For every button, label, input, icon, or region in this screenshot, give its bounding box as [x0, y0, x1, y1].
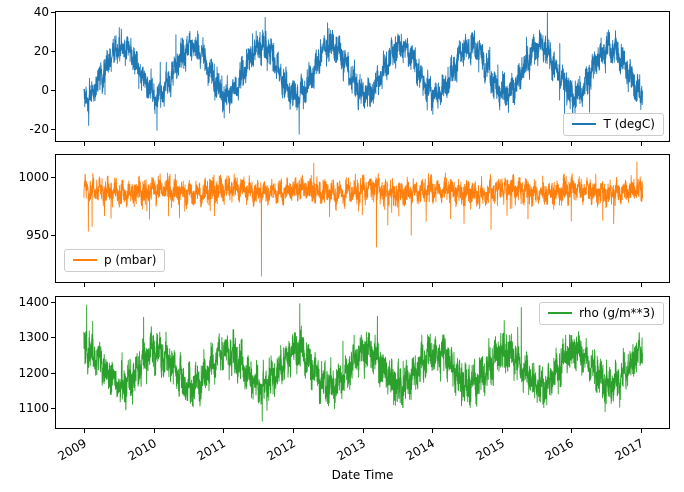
y-tick-label: 0: [41, 83, 49, 98]
y-tick-label: 1100: [18, 400, 49, 415]
legend-temperature: T (degC): [563, 113, 664, 136]
y-tick-label: 1000: [18, 170, 49, 185]
legend-label-pressure: p (mbar): [104, 253, 157, 267]
y-tick-mark: [51, 12, 55, 13]
y-tick-mark: [51, 129, 55, 131]
legend-line-icon: [572, 123, 597, 125]
x-tick-mark: [362, 283, 364, 287]
x-tick-mark: [571, 142, 573, 146]
x-tick-mark: [83, 142, 85, 146]
x-tick-label: 2011: [194, 436, 229, 464]
x-tick-mark: [432, 142, 434, 146]
x-tick-mark: [292, 142, 294, 146]
legend-line-icon: [73, 259, 97, 261]
x-tick-label: 2014: [403, 436, 438, 464]
x-tick-mark: [362, 429, 364, 433]
subplot-pressure: p (mbar): [55, 154, 670, 283]
y-tick-mark: [51, 372, 55, 374]
subplot-density: rho (g/m**3): [55, 296, 670, 429]
y-tick-mark: [51, 407, 55, 409]
x-tick-mark: [153, 142, 155, 146]
legend-line-icon: [548, 312, 573, 314]
y-tick-mark: [51, 235, 55, 237]
y-tick-mark: [51, 302, 55, 304]
y-tick-label: -20: [29, 122, 49, 137]
x-tick-mark: [501, 283, 503, 287]
x-tick-label: 2013: [334, 436, 368, 464]
legend-label-density: rho (g/m**3): [579, 306, 655, 320]
x-tick-label: 2017: [612, 436, 647, 464]
x-tick-mark: [223, 429, 225, 433]
x-tick-mark: [153, 429, 155, 433]
y-tick-mark: [51, 90, 55, 92]
x-tick-mark: [501, 142, 503, 146]
y-tick-label: 1400: [18, 295, 49, 310]
x-tick-mark: [362, 142, 364, 146]
y-tick-label: 20: [33, 44, 49, 59]
x-tick-label: 2012: [264, 436, 298, 464]
x-tick-label: 2010: [125, 436, 159, 464]
x-tick-label: 2016: [543, 436, 577, 464]
x-tick-mark: [153, 283, 155, 287]
y-tick-label: 40: [33, 5, 49, 19]
x-tick-mark: [571, 429, 573, 433]
x-tick-mark: [83, 429, 85, 433]
x-tick-mark: [292, 283, 294, 287]
y-tick-mark: [51, 177, 55, 179]
x-tick-mark: [292, 429, 294, 433]
x-tick-mark: [641, 283, 643, 287]
y-tick-mark: [51, 337, 55, 339]
legend-pressure: p (mbar): [64, 249, 166, 272]
x-tick-mark: [571, 283, 573, 287]
legend-label-temperature: T (degC): [603, 117, 655, 131]
x-tick-mark: [501, 429, 503, 433]
x-tick-mark: [641, 142, 643, 146]
x-tick-mark: [641, 429, 643, 433]
x-tick-mark: [223, 283, 225, 287]
y-tick-mark: [51, 51, 55, 53]
y-tick-label: 1300: [18, 330, 49, 345]
y-tick-label: 950: [26, 228, 49, 243]
x-axis-label: Date Time: [331, 468, 394, 482]
x-tick-label: 2015: [473, 436, 507, 464]
x-tick-mark: [432, 283, 434, 287]
y-tick-label: 1200: [18, 365, 49, 380]
legend-density: rho (g/m**3): [539, 302, 664, 325]
x-tick-mark: [83, 283, 85, 287]
x-tick-mark: [223, 142, 225, 146]
subplot-temperature: T (degC): [55, 11, 670, 142]
x-tick-label: 2009: [55, 436, 89, 464]
x-tick-mark: [432, 429, 434, 433]
